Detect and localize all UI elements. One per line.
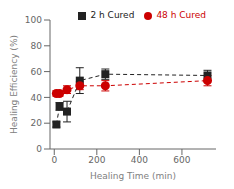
svg-text:20: 20 [31, 118, 43, 128]
svg-text:60: 60 [31, 67, 43, 77]
svg-text:400: 400 [131, 155, 148, 165]
svg-text:0: 0 [51, 155, 57, 165]
svg-text:40: 40 [31, 93, 43, 103]
svg-text:Healing Efficiency (%): Healing Efficiency (%) [9, 35, 19, 134]
svg-text:80: 80 [31, 41, 43, 51]
svg-text:100: 100 [25, 15, 42, 25]
html-text:2 h Cured: 2 h Cured [90, 10, 135, 20]
html-text:48 h Cured: 48 h Cured [156, 10, 206, 20]
svg-text:200: 200 [88, 155, 105, 165]
svg-text:600: 600 [173, 155, 190, 165]
svg-text:0: 0 [36, 144, 42, 154]
svg-text:Healing Time (min): Healing Time (min) [90, 171, 176, 181]
